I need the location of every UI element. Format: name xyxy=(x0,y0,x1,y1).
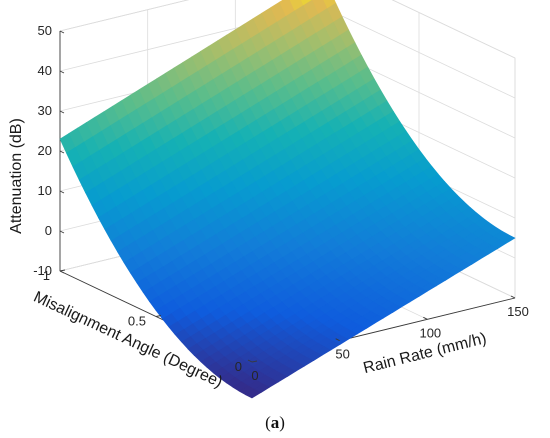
caption-letter: a xyxy=(270,413,280,432)
attenuation-surface xyxy=(59,0,516,399)
z-tick-label: -10 xyxy=(33,263,52,278)
z-tick-label: 10 xyxy=(38,183,52,198)
z-tick-label: 20 xyxy=(38,143,52,158)
x-tick-label: 100 xyxy=(419,325,441,340)
x-tick-mark xyxy=(510,295,516,299)
surface-plot: -10 0 10 20 30 40 50 0 50 100 150 0 0.5 1 Attenuation… xyxy=(8,0,529,399)
z-tick-mark xyxy=(59,190,65,194)
z-tick-mark xyxy=(59,230,65,234)
x-tick-label: 0 xyxy=(251,368,258,383)
z-gridline xyxy=(59,0,516,59)
y-tick-label: 0.5 xyxy=(128,314,146,329)
z-tick-mark xyxy=(59,270,65,274)
z-tick-mark xyxy=(59,150,65,154)
y-tick-label: 0 xyxy=(235,359,242,374)
figure-caption: (a) xyxy=(265,413,285,432)
z-tick-mark xyxy=(59,110,65,114)
z-axis-label: Attenuation (dB) xyxy=(8,118,25,234)
x-tick-mark xyxy=(335,338,340,342)
y-tick-mark xyxy=(251,360,258,363)
x-tick-mark xyxy=(247,359,253,363)
surface-patch xyxy=(244,389,262,399)
y-tick-mark xyxy=(155,315,162,317)
x-tick-mark xyxy=(423,316,428,320)
z-tick-mark xyxy=(59,30,65,34)
y-tick-label: 1 xyxy=(43,268,50,283)
z-tick-label: 50 xyxy=(38,23,52,38)
y-tick-mark xyxy=(59,269,66,272)
x-tick-label: 50 xyxy=(335,347,349,362)
z-tick-label: 0 xyxy=(45,223,52,238)
z-tick-label: 30 xyxy=(38,103,52,118)
tick-labels: -10 0 10 20 30 40 50 0 50 100 150 0 0.5 1 xyxy=(33,23,529,383)
z-tick-mark xyxy=(59,70,65,74)
x-tick-label: 150 xyxy=(507,304,529,319)
z-tick-label: 40 xyxy=(38,63,52,78)
